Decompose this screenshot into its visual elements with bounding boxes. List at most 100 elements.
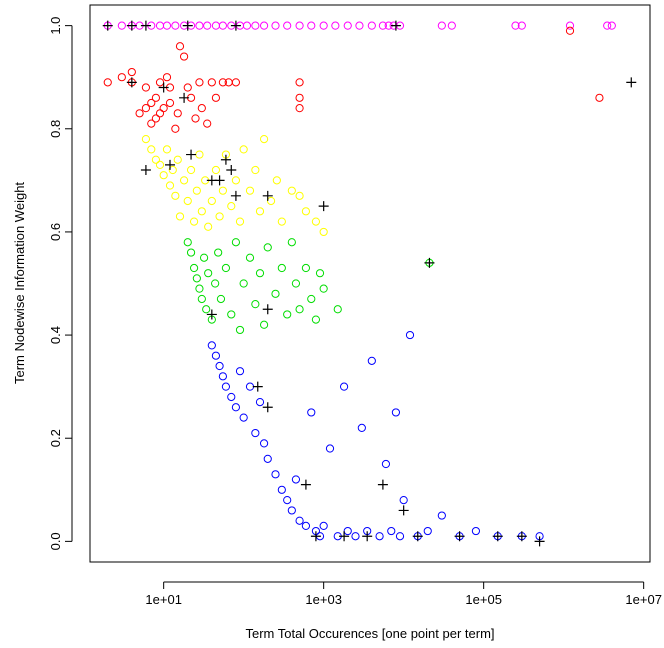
- data-point: [251, 165, 260, 175]
- highlight-marker: [102, 20, 113, 31]
- y-tick-label: 0.0: [48, 532, 63, 550]
- y-tick-label: 0.8: [48, 120, 63, 138]
- data-point: [203, 119, 212, 128]
- data-point: [239, 145, 248, 154]
- data-point: [266, 196, 276, 206]
- highlight-marker: [214, 175, 225, 186]
- data-point: [245, 186, 255, 195]
- data-point: [565, 21, 575, 30]
- data-point: [343, 21, 352, 30]
- data-point: [283, 21, 292, 30]
- data-point: [199, 253, 209, 262]
- highlight-marker: [230, 190, 241, 201]
- data-point: [295, 93, 304, 102]
- data-point: [203, 21, 212, 30]
- highlight-marker: [454, 531, 465, 542]
- data-point: [447, 21, 456, 30]
- data-point: [351, 532, 360, 541]
- data-point: [147, 119, 156, 128]
- x-tick-label: 1e+01: [145, 592, 182, 607]
- data-point: [216, 294, 226, 304]
- highlight-marker: [424, 257, 435, 268]
- y-axis: 0.0 0.2 0.4 0.6 0.8 1.0: [48, 17, 73, 550]
- data-point: [165, 181, 175, 190]
- data-point: [295, 21, 304, 30]
- data-point: [211, 165, 221, 175]
- data-point: [171, 21, 180, 30]
- data-point: [197, 104, 206, 113]
- data-point: [395, 532, 405, 541]
- data-point: [227, 202, 236, 211]
- data-point: [197, 207, 206, 216]
- data-point: [162, 73, 172, 82]
- data-point: [517, 21, 526, 30]
- data-point: [211, 351, 221, 360]
- data-point: [231, 403, 241, 412]
- highlight-marker: [158, 82, 169, 93]
- highlight-marker: [626, 77, 637, 88]
- data-point: [277, 485, 286, 494]
- highlight-marker: [230, 20, 241, 31]
- data-point: [319, 521, 328, 530]
- highlight-marker: [182, 20, 193, 31]
- data-point: [231, 78, 241, 87]
- data-point: [235, 217, 245, 226]
- data-point: [189, 263, 199, 273]
- highlight-marker: [534, 536, 545, 547]
- data-point: [405, 330, 415, 340]
- data-point: [255, 269, 265, 278]
- data-point: [195, 150, 204, 159]
- data-point: [183, 238, 192, 247]
- data-point: [117, 21, 126, 30]
- highlight-marker: [226, 165, 237, 176]
- data-point: [227, 392, 236, 402]
- data-point: [218, 372, 227, 381]
- data-point: [511, 21, 520, 30]
- data-point: [319, 284, 328, 293]
- x-tick-label: 1e+07: [625, 592, 662, 607]
- data-point: [263, 454, 272, 463]
- data-point: [175, 42, 185, 51]
- data-point: [215, 361, 224, 371]
- highlight-marker: [186, 149, 197, 160]
- highlight-marker: [126, 20, 137, 31]
- y-tick-label: 1.0: [48, 17, 63, 35]
- x-tick-label: 1e+05: [465, 592, 502, 607]
- data-point: [295, 104, 304, 113]
- data-point: [255, 398, 265, 407]
- data-point: [291, 475, 301, 484]
- data-point: [307, 294, 316, 304]
- data-point: [259, 134, 269, 144]
- x-axis-title: Term Total Occurences [one point per ter…: [245, 626, 494, 641]
- highlight-marker: [179, 92, 190, 103]
- data-point: [271, 470, 280, 479]
- data-point: [245, 253, 255, 262]
- data-point: [141, 83, 151, 92]
- data-point: [239, 413, 248, 422]
- data-point: [301, 263, 311, 273]
- data-point: [333, 305, 342, 314]
- data-point: [399, 496, 408, 505]
- data-point: [191, 114, 200, 123]
- data-point: [355, 21, 364, 30]
- data-point: [378, 21, 387, 30]
- data-point: [251, 300, 260, 309]
- data-point: [195, 21, 204, 30]
- data-point: [215, 212, 224, 221]
- data-point: [173, 155, 182, 164]
- highlight-marker: [140, 20, 151, 31]
- data-point: [151, 114, 161, 123]
- highlight-marker: [165, 159, 175, 170]
- data-point: [271, 21, 280, 30]
- data-point: [387, 526, 396, 536]
- data-point: [291, 279, 301, 288]
- data-point: [151, 93, 161, 102]
- data-point: [245, 382, 255, 391]
- data-point: [103, 78, 112, 87]
- highlight-marker: [126, 77, 137, 88]
- data-point: [155, 21, 165, 30]
- data-point: [218, 186, 227, 195]
- data-point: [192, 186, 201, 195]
- data-point: [189, 217, 199, 226]
